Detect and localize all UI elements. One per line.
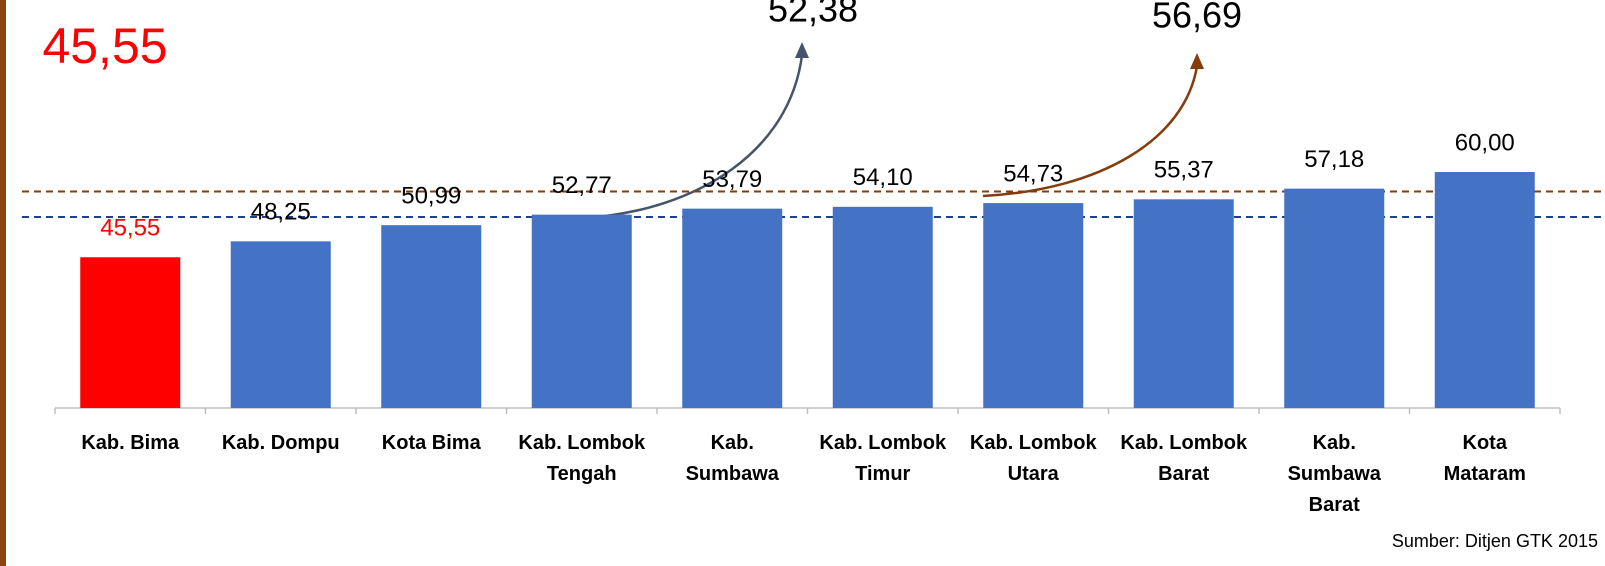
- x-tick-label: Kab. Lombok Utara: [969, 432, 1097, 485]
- value-label: 50,99: [401, 183, 461, 210]
- arrow-head: [795, 42, 809, 58]
- bar: [1284, 188, 1385, 408]
- bar: [80, 257, 181, 408]
- x-tick-label: Kota Mataram: [1443, 432, 1526, 485]
- side-strip: [0, 0, 6, 566]
- bar: [381, 225, 482, 408]
- x-tick-label: Kab. Lombok Timur: [819, 432, 947, 485]
- value-label: 48,25: [251, 199, 311, 226]
- bar: [682, 208, 783, 408]
- x-tick-label: Kab. Dompu: [221, 432, 340, 454]
- value-label: 57,18: [1304, 146, 1364, 173]
- x-tick-label: Kab. Sumbawa: [685, 432, 779, 485]
- arrow: [584, 54, 804, 220]
- bar: [1434, 172, 1535, 408]
- bar: [983, 203, 1084, 408]
- bar: [531, 214, 632, 408]
- value-label: 45,55: [100, 215, 160, 242]
- reference-label: 52,38: [768, 0, 858, 30]
- x-tick-label: Kota Bima: [381, 432, 481, 454]
- value-label: 54,10: [853, 164, 913, 191]
- value-label: 55,37: [1154, 157, 1214, 184]
- value-label: 60,00: [1455, 129, 1515, 156]
- value-label: 53,79: [702, 166, 762, 193]
- reference-label: 56,69: [1152, 0, 1242, 36]
- value-label: 52,77: [552, 172, 612, 199]
- bar: [230, 241, 331, 408]
- bar: [1133, 199, 1234, 408]
- x-tick-label: Kab. Lombok Barat: [1120, 432, 1248, 485]
- bar: [832, 206, 933, 408]
- x-tick-label: Kab. Lombok Tengah: [518, 432, 646, 485]
- x-tick-label: Kab. Bima: [81, 432, 180, 454]
- value-label: 54,73: [1003, 160, 1063, 187]
- x-tick-label: Kab. Sumbawa Barat: [1287, 432, 1381, 516]
- arrow: [982, 65, 1199, 198]
- highlight-label: 45,55: [42, 18, 167, 74]
- arrow-head: [1190, 53, 1204, 69]
- source: Sumber: Ditjen GTK 2015: [1392, 531, 1598, 551]
